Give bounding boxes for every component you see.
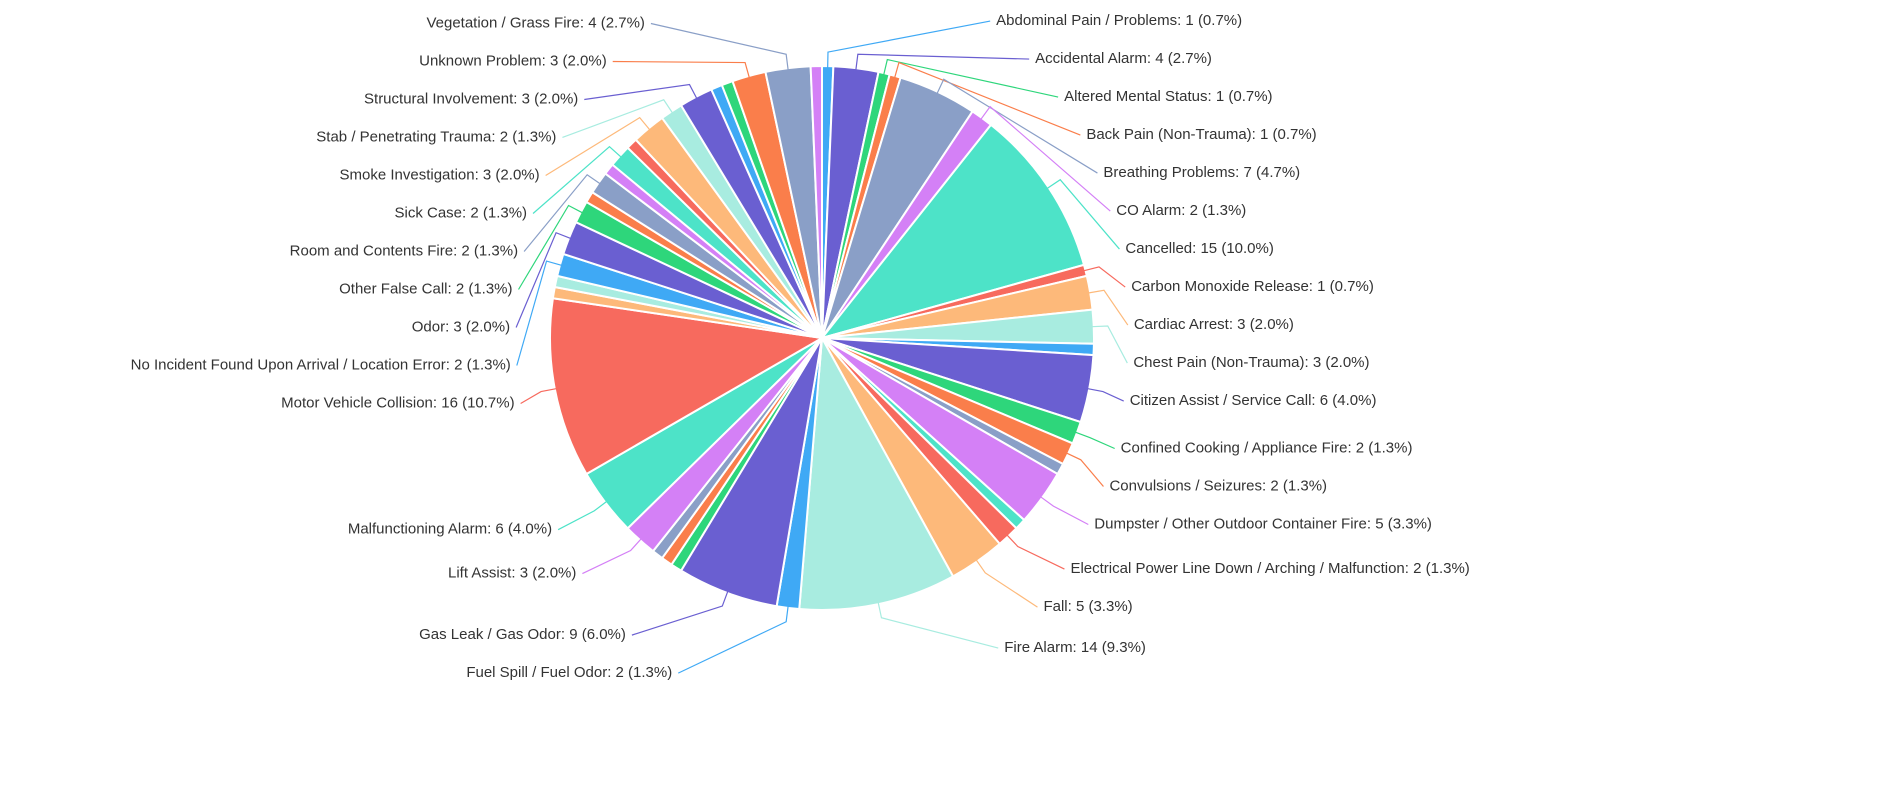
leader-line <box>894 61 1081 136</box>
leader-line <box>545 116 651 177</box>
leader-line <box>516 260 563 366</box>
slice-label: Stab / Penetrating Trauma: 2 (1.3%) <box>316 128 556 145</box>
leader-line <box>532 145 622 214</box>
leader-line <box>883 58 1059 98</box>
slice-label: Malfunctioning Alarm: 6 (4.0%) <box>348 521 552 538</box>
slice-label: Altered Mental Status: 1 (0.7%) <box>1064 88 1272 105</box>
slice-label: Abdominal Pain / Problems: 1 (0.7%) <box>996 12 1242 29</box>
leader-line <box>1088 289 1129 326</box>
slice-label: Lift Assist: 3 (2.0%) <box>448 565 576 582</box>
leader-line <box>1040 496 1089 526</box>
slice-label: Gas Leak / Gas Odor: 9 (6.0%) <box>419 626 626 643</box>
slice-label: Structural Involvement: 3 (2.0%) <box>364 90 578 107</box>
leader-line <box>584 83 698 101</box>
leader-line <box>557 500 608 531</box>
leader-line <box>827 20 991 69</box>
slice-label: Cardiac Arrest: 3 (2.0%) <box>1134 316 1294 333</box>
leader-line <box>518 204 584 290</box>
leader-line <box>631 590 729 636</box>
slice-label: Breathing Problems: 7 (4.7%) <box>1103 164 1300 181</box>
slice-label: Room and Contents Fire: 2 (1.3%) <box>290 242 518 259</box>
leader-line <box>936 78 1098 174</box>
leader-line <box>515 231 572 328</box>
leader-line <box>1046 178 1120 250</box>
slice-label: Fuel Spill / Fuel Odor: 2 (1.3%) <box>466 664 672 681</box>
slice-label: Back Pain (Non-Trauma): 1 (0.7%) <box>1086 126 1316 143</box>
slice-label: Fire Alarm: 14 (9.3%) <box>1004 639 1146 656</box>
leader-line <box>855 53 1030 71</box>
leader-line <box>1091 325 1128 364</box>
slice-label: Confined Cooking / Appliance Fire: 2 (1.… <box>1121 439 1413 456</box>
leader-line <box>980 105 1111 212</box>
leader-line <box>1006 534 1065 570</box>
slice-label: Other False Call: 2 (1.3%) <box>339 280 512 297</box>
leader-line <box>650 22 789 71</box>
leader-line <box>520 388 557 405</box>
leader-line <box>1066 452 1104 487</box>
leader-line <box>877 601 999 649</box>
slice-label: Fall: 5 (3.3%) <box>1043 598 1132 615</box>
slice-label: Smoke Investigation: 3 (2.0%) <box>340 166 540 183</box>
slice-label: Convulsions / Seizures: 2 (1.3%) <box>1109 477 1327 494</box>
slice-label: Electrical Power Line Down / Arching / M… <box>1070 560 1469 577</box>
leader-line <box>1083 266 1126 288</box>
leader-line <box>612 60 750 79</box>
slice-label: No Incident Found Upon Arrival / Locatio… <box>131 356 511 373</box>
slice-label: Sick Case: 2 (1.3%) <box>394 204 527 221</box>
pie-slice <box>809 64 823 339</box>
slice-label: Chest Pain (Non-Trauma): 3 (2.0%) <box>1133 354 1369 371</box>
slice-label: CO Alarm: 2 (1.3%) <box>1116 202 1246 219</box>
slice-label: Odor: 3 (2.0%) <box>412 318 510 335</box>
leader-line <box>975 559 1038 608</box>
leader-line <box>523 173 601 252</box>
slice-label: Vegetation / Grass Fire: 4 (2.7%) <box>426 14 644 31</box>
leader-line <box>582 538 642 575</box>
slice-label: Unknown Problem: 3 (2.0%) <box>419 52 607 69</box>
leader-line <box>1087 388 1124 402</box>
slice-label: Citizen Assist / Service Call: 6 (4.0%) <box>1130 392 1377 409</box>
slice-label: Dumpster / Other Outdoor Container Fire:… <box>1094 515 1432 532</box>
slice-label: Motor Vehicle Collision: 16 (10.7%) <box>281 394 514 411</box>
leader-line <box>562 99 674 139</box>
slice-label: Carbon Monoxide Release: 1 (0.7%) <box>1131 278 1374 295</box>
leader-line <box>1074 431 1115 450</box>
slice-label: Accidental Alarm: 4 (2.7%) <box>1035 50 1212 67</box>
slice-label: Cancelled: 15 (10.0%) <box>1125 240 1273 257</box>
leader-line <box>677 605 789 674</box>
